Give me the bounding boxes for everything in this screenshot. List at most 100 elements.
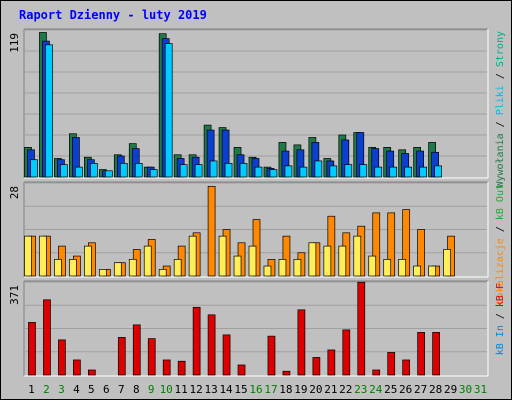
bar-kb_f-day-10	[162, 359, 171, 376]
day-label-23: 23	[354, 383, 367, 396]
bar-kb_f-day-22	[342, 329, 351, 376]
bar-kb_out-day-26	[398, 259, 407, 277]
day-label-15: 15	[234, 383, 247, 396]
bar-kb_f-day-7	[117, 337, 126, 376]
bar-lokalizacje-day-18	[282, 235, 291, 277]
bar-pliki-day-8	[134, 163, 143, 178]
day-label-29: 29	[444, 383, 457, 396]
day-label-17: 17	[264, 383, 277, 396]
bar-kb_out-day-16	[248, 245, 257, 277]
legend-segment: kB Out	[495, 184, 506, 220]
bar-kb_out-day-3	[54, 259, 62, 277]
bar-kb_f-day-21	[327, 349, 336, 376]
bar-kb_out-day-14	[218, 235, 227, 277]
legend-middle: Lokalizacje / kB Out	[495, 184, 506, 304]
bar-pliki-day-9	[149, 169, 158, 178]
day-label-11: 11	[175, 383, 188, 396]
day-label-20: 20	[309, 383, 322, 396]
bar-kb_out-day-11	[173, 259, 182, 277]
day-label-19: 19	[294, 383, 307, 396]
bar-kb_out-day-17	[263, 265, 272, 277]
bar-pliki-day-13	[209, 160, 218, 178]
day-label-26: 26	[399, 383, 412, 396]
bar-kb_f-day-8	[132, 324, 141, 376]
bar-pliki-day-18	[284, 165, 293, 178]
day-label-13: 13	[204, 383, 217, 396]
bar-pliki-day-1	[30, 159, 38, 178]
bar-kb_f-day-17	[267, 335, 276, 376]
bar-pliki-day-21	[329, 165, 338, 178]
bar-kb_out-day-9	[143, 245, 152, 277]
day-label-2: 2	[43, 383, 50, 396]
bar-kb_f-day-12	[192, 306, 201, 376]
bar-pliki-day-12	[194, 164, 203, 178]
bar-pliki-day-20	[314, 160, 323, 178]
day-label-9: 9	[148, 383, 155, 396]
bar-kb_f-day-5	[88, 369, 96, 376]
bar-kb_f-day-11	[177, 360, 186, 376]
day-label-4: 4	[73, 383, 80, 396]
bar-pliki-day-10	[164, 43, 173, 178]
bar-kb_f-day-14	[222, 334, 231, 376]
bar-pliki-day-11	[179, 164, 188, 178]
bar-pliki-day-7	[119, 163, 128, 178]
bar-kb_out-day-10	[158, 269, 167, 277]
bar-kb_out-day-22	[338, 245, 347, 277]
bar-pliki-day-2	[45, 44, 53, 178]
day-label-22: 22	[339, 383, 352, 396]
bar-kb_out-day-18	[278, 259, 287, 277]
bar-kb_out-day-7	[113, 262, 122, 277]
legend-bottom: kB In / kB F	[495, 283, 506, 355]
bar-kb_out-day-12	[188, 235, 197, 277]
bar-kb_f-day-23	[357, 281, 366, 376]
bar-pliki-day-28	[434, 165, 442, 178]
bar-kb_f-day-2	[43, 299, 51, 376]
bar-kb_f-day-1	[28, 322, 36, 376]
bar-pliki-day-27	[419, 166, 427, 178]
legend-top: Wywołania / Pliki / Strony	[495, 31, 506, 188]
bar-lokalizacje-day-27	[417, 229, 425, 277]
legend-segment: kB In	[495, 325, 506, 355]
bar-pliki-day-24	[374, 166, 383, 178]
day-label-3: 3	[58, 383, 65, 396]
ymax-label-0: 119	[8, 33, 21, 53]
bar-pliki-day-14	[224, 163, 233, 178]
ymax-label-2: 371	[8, 285, 21, 305]
bar-kb_out-day-5	[84, 245, 92, 277]
bar-pliki-day-23	[359, 164, 368, 178]
bar-kb_out-day-20	[308, 242, 317, 277]
bar-kb_out-day-27	[413, 265, 421, 277]
bar-kb_out-day-25	[383, 259, 392, 277]
bar-pliki-day-25	[389, 166, 398, 178]
bar-lokalizacje-day-26	[402, 209, 411, 277]
day-label-31: 31	[474, 383, 487, 396]
bar-lokalizacje-day-13	[207, 185, 216, 277]
day-label-7: 7	[118, 383, 125, 396]
day-label-27: 27	[414, 383, 427, 396]
bar-kb_f-day-13	[207, 314, 216, 376]
day-label-16: 16	[249, 383, 262, 396]
bar-lokalizacje-day-24	[372, 212, 381, 277]
bar-pliki-day-3	[60, 164, 68, 178]
day-label-6: 6	[103, 383, 110, 396]
legend-segment: /	[495, 220, 506, 238]
bar-pliki-day-6	[104, 170, 113, 178]
bar-kb_out-day-19	[293, 259, 302, 277]
ymax-label-1: 28	[8, 186, 21, 199]
bar-lokalizacje-day-25	[387, 212, 396, 277]
bar-kb_f-day-3	[58, 339, 66, 376]
bar-kb_out-day-8	[128, 259, 137, 277]
legend-segment: Pliki	[495, 85, 506, 115]
bar-kb_out-day-2	[39, 235, 47, 277]
bar-kb_f-day-18	[282, 370, 291, 376]
day-label-12: 12	[190, 383, 203, 396]
bar-kb_out-day-1	[24, 235, 32, 277]
bar-kb_out-day-4	[69, 259, 77, 277]
bar-kb_out-day-6	[98, 269, 107, 277]
legend-segment: /	[495, 67, 506, 85]
panel-bg-0	[24, 29, 488, 178]
bar-kb_out-day-15	[233, 255, 242, 277]
bar-kb_f-day-24	[372, 369, 381, 376]
day-label-25: 25	[384, 383, 397, 396]
